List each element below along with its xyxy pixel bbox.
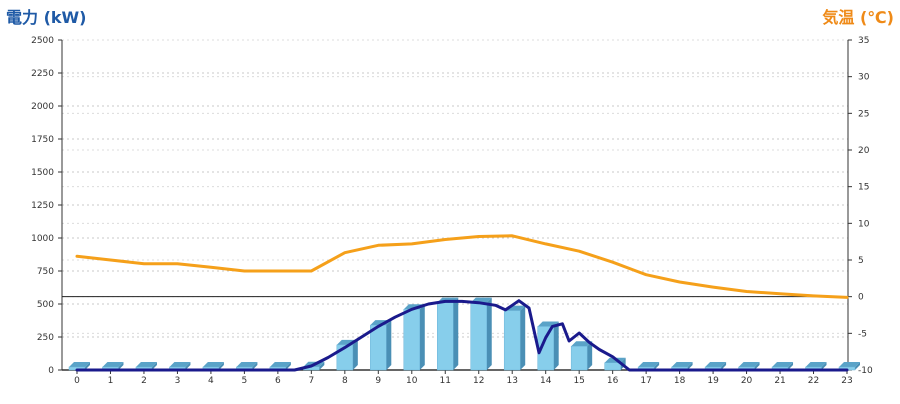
bar-side (118, 362, 124, 370)
bar-top (738, 362, 760, 367)
x-tick-label: 23 (841, 376, 852, 386)
right-tick-label: 15 (858, 183, 869, 193)
bar-top (571, 341, 593, 347)
bar-side (788, 362, 794, 370)
bar (437, 302, 454, 371)
bar-top (102, 362, 124, 367)
bar-side (721, 362, 727, 370)
bar-side (386, 320, 392, 370)
bar-top (135, 362, 157, 367)
bar-top (202, 362, 224, 367)
bar-side (285, 362, 291, 370)
bar-side (151, 362, 157, 370)
right-tick-label: 30 (858, 73, 870, 83)
bar-top (69, 362, 90, 367)
x-tick-label: 15 (573, 376, 584, 386)
bar-side (654, 362, 660, 370)
bar-side (821, 362, 827, 370)
left-tick-label: 500 (37, 300, 54, 310)
bar-side (687, 362, 693, 370)
x-tick-label: 20 (741, 376, 753, 386)
left-tick-label: 250 (37, 333, 54, 343)
bar (370, 324, 387, 371)
bar-top (839, 362, 860, 367)
bar-side (419, 304, 425, 370)
bar-side (587, 341, 593, 370)
bar-side (218, 362, 224, 370)
x-tick-label: 6 (275, 376, 281, 386)
bar-top (671, 362, 693, 367)
left-tick-label: 0 (48, 366, 54, 376)
bar-side (553, 321, 559, 370)
x-tick-label: 21 (774, 376, 785, 386)
left-tick-label: 1000 (31, 234, 54, 244)
right-tick-label: 0 (858, 293, 864, 303)
x-tick-label: 16 (607, 376, 619, 386)
bar-top (169, 362, 191, 367)
right-tick-label: 35 (858, 36, 869, 46)
x-tick-label: 17 (640, 376, 651, 386)
right-tick-label: 25 (858, 109, 869, 119)
bar-top (805, 362, 827, 367)
bar (403, 309, 421, 371)
bar-side (85, 362, 90, 370)
bar-side (319, 361, 325, 370)
bar-side (453, 297, 459, 370)
bar-top (269, 362, 291, 367)
x-tick-label: 8 (342, 376, 348, 386)
bar-top (638, 362, 660, 367)
left-tick-label: 2000 (31, 102, 54, 112)
x-tick-label: 0 (74, 376, 80, 386)
bar (570, 345, 588, 371)
bar-side (754, 362, 760, 370)
bar-side (855, 362, 860, 370)
bar-side (352, 339, 358, 370)
right-tick-label: -10 (858, 366, 873, 376)
bar-side (486, 297, 492, 370)
x-tick-label: 1 (108, 376, 114, 386)
left-tick-label: 1250 (31, 201, 54, 211)
right-tick-label: 20 (858, 146, 870, 156)
x-tick-label: 4 (208, 376, 214, 386)
bar (470, 302, 487, 371)
x-tick-label: 19 (707, 376, 719, 386)
x-tick-label: 18 (674, 376, 686, 386)
power-line (75, 299, 849, 372)
left-tick-label: 750 (37, 267, 54, 277)
x-tick-label: 14 (540, 376, 552, 386)
x-tick-label: 11 (440, 376, 451, 386)
bar-side (252, 362, 258, 370)
bar (503, 310, 521, 371)
right-tick-label: 5 (858, 256, 864, 266)
x-tick-label: 13 (506, 376, 517, 386)
x-tick-label: 12 (473, 376, 484, 386)
right-tick-label: 10 (858, 219, 870, 229)
x-tick-label: 3 (175, 376, 181, 386)
right-tick-label: -5 (858, 329, 867, 339)
x-tick-label: 5 (242, 376, 248, 386)
x-tick-label: 7 (308, 376, 314, 386)
bar-top (705, 362, 727, 367)
left-axis-title: 電力 (kW) (6, 8, 87, 27)
bar-top (236, 362, 258, 367)
bar-top (772, 362, 794, 367)
left-tick-label: 2500 (31, 36, 54, 46)
x-tick-label: 2 (141, 376, 147, 386)
temperature-line (75, 234, 849, 299)
x-tick-label: 22 (808, 376, 819, 386)
x-tick-label: 10 (406, 376, 418, 386)
x-tick-label: 9 (375, 376, 381, 386)
bar-side (185, 362, 191, 370)
left-tick-label: 1750 (31, 135, 54, 145)
bar-side (520, 305, 526, 370)
left-tick-label: 1500 (31, 168, 54, 178)
bar (604, 362, 621, 371)
right-axis-title: 気温 (℃) (822, 8, 894, 27)
left-tick-label: 2250 (31, 69, 54, 79)
